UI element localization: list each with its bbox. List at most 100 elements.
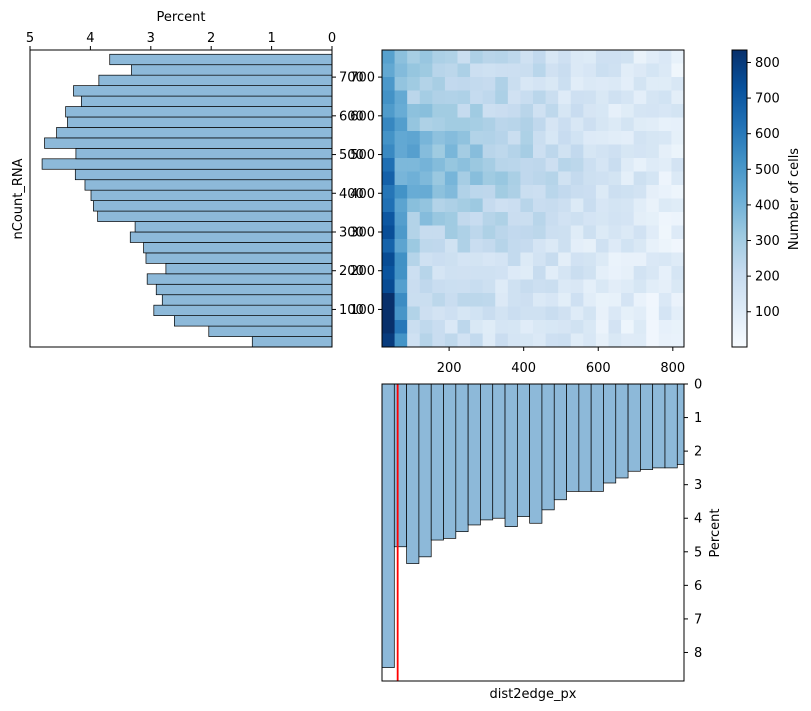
heatmap-cell bbox=[633, 266, 647, 280]
heatmap-cell bbox=[520, 171, 534, 186]
heatmap-cell bbox=[457, 212, 471, 226]
heatmap-cell bbox=[382, 158, 395, 172]
heatmap-cell bbox=[621, 198, 635, 213]
heatmap-cell bbox=[621, 333, 635, 348]
heatmap-cell bbox=[382, 239, 395, 253]
heatmap-cell bbox=[520, 266, 534, 280]
heatmap-cell bbox=[671, 266, 685, 280]
heatmap-cell bbox=[432, 171, 446, 186]
heatmap-cell bbox=[545, 225, 559, 240]
bottom-histogram-bar bbox=[492, 383, 506, 519]
heatmap-cell bbox=[495, 198, 509, 213]
heatmap-cell bbox=[507, 266, 521, 280]
heatmap-cell bbox=[419, 50, 433, 64]
heatmap-cell bbox=[545, 144, 559, 159]
heatmap-cell bbox=[583, 158, 597, 172]
heatmap-cell bbox=[633, 117, 647, 132]
heatmap-cell bbox=[482, 306, 496, 321]
heatmap-x-tick-label: 600 bbox=[586, 361, 611, 376]
heatmap-cell bbox=[646, 50, 660, 64]
heatmap-cell bbox=[558, 279, 572, 294]
bottom-histogram-bar bbox=[455, 383, 469, 533]
left-histogram-bar bbox=[145, 252, 333, 264]
heatmap-cell bbox=[495, 225, 509, 240]
heatmap-cell bbox=[545, 90, 559, 105]
heatmap-cell bbox=[633, 185, 647, 199]
heatmap-cell bbox=[495, 239, 509, 253]
heatmap-cell bbox=[533, 212, 546, 226]
heatmap-cell bbox=[533, 77, 546, 91]
heatmap-cell bbox=[583, 63, 597, 78]
left-histogram-bar bbox=[67, 116, 333, 128]
left-histogram-bar bbox=[131, 64, 333, 76]
heatmap-cell bbox=[621, 212, 635, 226]
colorbar-tick-label: 200 bbox=[755, 270, 780, 285]
heatmap-cell bbox=[621, 266, 635, 280]
heatmap-cell bbox=[646, 144, 660, 159]
heatmap-y-tick-label: 100 bbox=[350, 303, 375, 318]
heatmap-cell bbox=[671, 77, 685, 91]
heatmap-cell bbox=[621, 63, 635, 78]
heatmap-cell bbox=[633, 225, 647, 240]
heatmap-cell bbox=[583, 90, 597, 105]
heatmap-cell bbox=[671, 131, 685, 145]
heatmap-cell bbox=[444, 198, 458, 213]
heatmap-cell bbox=[382, 131, 395, 145]
left-histogram-bar bbox=[56, 127, 333, 139]
heatmap-cell bbox=[457, 252, 471, 267]
heatmap-cell bbox=[671, 225, 685, 240]
heatmap-cell bbox=[382, 320, 395, 334]
left-histogram-bars bbox=[41, 53, 333, 348]
heatmap-cell bbox=[407, 50, 421, 64]
heatmap-cell bbox=[558, 90, 572, 105]
heatmap-cell bbox=[444, 293, 458, 307]
heatmap-cell bbox=[432, 333, 446, 348]
heatmap-cell bbox=[671, 212, 685, 226]
heatmap-cell bbox=[520, 279, 534, 294]
heatmap-cell bbox=[658, 306, 672, 321]
heatmap-cell bbox=[570, 279, 584, 294]
left-x-tick-label: 5 bbox=[26, 31, 34, 46]
heatmap-cell bbox=[407, 158, 421, 172]
heatmap-cell bbox=[583, 77, 597, 91]
heatmap-cell bbox=[495, 293, 509, 307]
heatmap-cell bbox=[570, 252, 584, 267]
heatmap-cell bbox=[646, 77, 660, 91]
heatmap-cell bbox=[470, 77, 484, 91]
heatmap-cell bbox=[407, 212, 421, 226]
bottom-histogram-bar bbox=[590, 383, 604, 492]
heatmap-cell bbox=[432, 50, 446, 64]
bottom-histogram-bar bbox=[467, 383, 481, 526]
heatmap-cell bbox=[671, 239, 685, 253]
heatmap-cell bbox=[595, 104, 609, 118]
heatmap-cell bbox=[407, 252, 421, 267]
heatmap-cell bbox=[382, 252, 395, 267]
bottom-histogram-frame bbox=[381, 383, 685, 682]
heatmap-cell bbox=[382, 171, 395, 186]
heatmap-cell bbox=[570, 225, 584, 240]
heatmap-cell bbox=[583, 293, 597, 307]
heatmap-y-ticks: 100 200 300 400 500 600 700 bbox=[350, 71, 382, 318]
heatmap-cell bbox=[419, 185, 433, 199]
heatmap-cell bbox=[482, 293, 496, 307]
heatmap-cell bbox=[533, 333, 546, 348]
heatmap-cell bbox=[545, 198, 559, 213]
heatmap-cell bbox=[533, 117, 546, 132]
heatmap-cell bbox=[671, 198, 685, 213]
bottom-histogram-bar bbox=[516, 383, 530, 517]
left-histogram-y-label: nCount_RNA bbox=[11, 158, 26, 239]
heatmap-cell bbox=[658, 158, 672, 172]
heatmap-cell bbox=[444, 117, 458, 132]
colorbar-ticks: 100 200 300 400 500 600 700 800 bbox=[747, 56, 780, 320]
heatmap-cell bbox=[658, 293, 672, 307]
heatmap-cell bbox=[507, 320, 521, 334]
heatmap-cell bbox=[658, 144, 672, 159]
heatmap-cell bbox=[495, 185, 509, 199]
heatmap-cell bbox=[520, 198, 534, 213]
colorbar: 100 200 300 400 500 600 700 800 Number of cells bbox=[731, 49, 802, 348]
heatmap-cell bbox=[520, 50, 534, 64]
heatmap-cell bbox=[407, 90, 421, 105]
heatmap-y-tick-label: 600 bbox=[350, 109, 375, 124]
heatmap-cell bbox=[495, 144, 509, 159]
heatmap-cell bbox=[621, 50, 635, 64]
